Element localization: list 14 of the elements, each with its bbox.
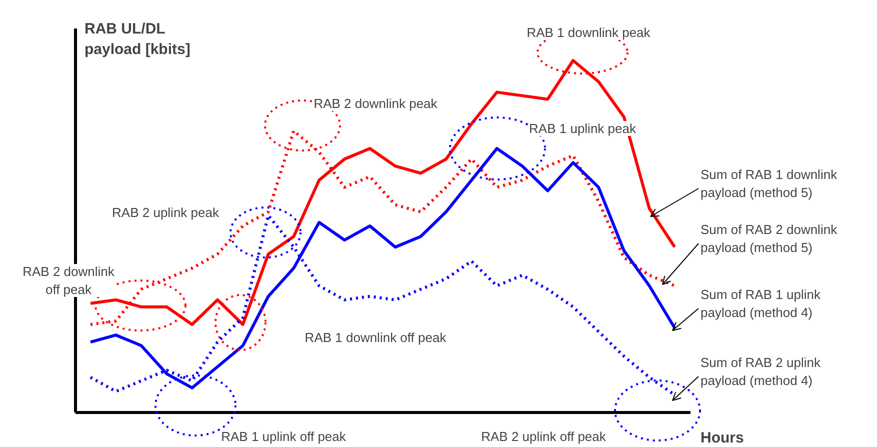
text: RAB 1 uplink off peak [221, 429, 346, 444]
annotation: RAB 1 downlink off peak [304, 330, 447, 345]
annotation: RAB 1 uplink peak [529, 121, 636, 136]
annotation: RAB 2 downlink peak [314, 96, 438, 111]
text: RAB 1 downlink peak [526, 25, 651, 40]
text: Sum of RAB 1 downlink payload (method 5) [700, 167, 838, 200]
series-label: Sum of RAB 2 uplink payload (method 4) [700, 355, 821, 388]
annotation: RAB 2 downlink off peak [22, 264, 115, 297]
x-axis-title: Hours [700, 430, 744, 446]
y-axis-title: RAB UL/DL payload [kbits] [84, 20, 190, 58]
text: Sum of RAB 2 downlink payload (method 5) [700, 222, 838, 255]
annotation: RAB 2 uplink peak [112, 205, 220, 220]
text: RAB 2 uplink off peak [481, 429, 606, 444]
text: Sum of RAB 1 uplink payload (method 4) [700, 287, 821, 320]
